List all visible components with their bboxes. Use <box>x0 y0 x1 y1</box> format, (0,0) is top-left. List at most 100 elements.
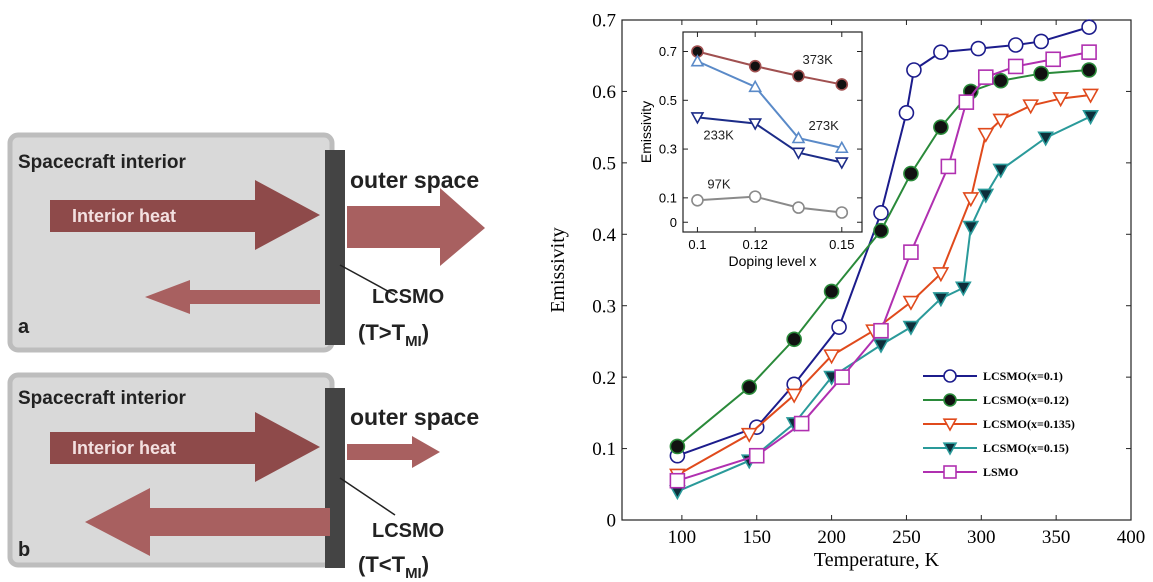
marker <box>962 192 980 208</box>
marker <box>748 79 763 93</box>
marker <box>902 320 920 336</box>
marker <box>873 222 889 239</box>
heat-arrow <box>50 180 320 250</box>
legend-marker <box>943 393 957 407</box>
y-tick-label: 0.4 <box>592 225 616 246</box>
heat-label: Interior heat <box>72 206 176 226</box>
marker <box>992 163 1010 179</box>
marker <box>873 322 889 339</box>
marker <box>970 40 987 57</box>
marker <box>954 281 972 297</box>
marker <box>1007 37 1024 53</box>
y-tick-label: 0 <box>607 511 617 532</box>
marker <box>1052 92 1069 108</box>
y-tick-label: 0.5 <box>659 93 677 108</box>
marker <box>669 472 686 489</box>
condition-suffix: ) <box>422 320 429 345</box>
marker <box>932 292 950 308</box>
x-tick-label: 0.12 <box>743 237 768 252</box>
marker <box>940 158 957 175</box>
x-tick-label: 300 <box>967 527 996 548</box>
interior-label: Spacecraft interior <box>18 388 186 409</box>
y-tick-label: 0.2 <box>592 368 616 389</box>
y-axis-label: Emissivity <box>638 101 654 163</box>
marker <box>933 44 949 60</box>
emission-arrow <box>347 436 440 468</box>
legend-label: LCSMO(x=0.1) <box>983 369 1063 383</box>
condition-prefix: (T<T <box>358 552 406 577</box>
x-tick-label: 350 <box>1042 527 1071 548</box>
marker <box>962 220 980 236</box>
marker <box>690 54 705 67</box>
marker <box>669 438 686 455</box>
series-line <box>697 116 843 164</box>
marker <box>748 59 762 73</box>
marker <box>898 105 915 121</box>
condition-sub: MI <box>405 333 422 350</box>
lcsmo-layer <box>325 150 345 345</box>
marker <box>823 283 840 300</box>
marker <box>786 331 802 348</box>
panel-label: b <box>18 539 30 561</box>
series-label: 233K <box>703 127 734 142</box>
marker <box>903 165 919 182</box>
legend-label: LCSMO(x=0.12) <box>983 393 1069 407</box>
series-line <box>697 60 843 149</box>
marker <box>1045 51 1061 68</box>
legend-marker <box>943 369 957 383</box>
marker <box>1037 131 1055 147</box>
y-tick-label: 0.1 <box>659 190 677 205</box>
marker <box>906 62 922 78</box>
marker <box>977 69 994 85</box>
outside-label: outer space <box>350 404 479 430</box>
x-tick-label: 0.15 <box>829 237 854 252</box>
marker <box>1081 44 1097 60</box>
legend-label: LSMO <box>983 465 1018 479</box>
marker <box>873 205 889 221</box>
condition-suffix: ) <box>422 552 429 577</box>
emission-arrow <box>347 188 485 266</box>
marker <box>977 188 995 204</box>
diagram: Spacecraft interior Interior heat outer … <box>7 132 485 582</box>
legend-label: LCSMO(x=0.135) <box>983 417 1075 431</box>
marker <box>740 427 758 443</box>
interior-label: Spacecraft interior <box>18 152 186 173</box>
marker <box>1081 19 1097 35</box>
y-tick-label: 0.7 <box>659 44 677 59</box>
material-label: LCSMO <box>372 520 444 542</box>
marker <box>793 415 810 432</box>
marker <box>823 349 840 365</box>
marker <box>834 157 849 170</box>
y-tick-label: 0.3 <box>659 142 677 157</box>
outside-label: outer space <box>350 167 479 193</box>
x-tick-label: 400 <box>1117 527 1146 548</box>
series-label: 373K <box>802 52 833 67</box>
marker <box>748 447 765 464</box>
marker <box>933 119 949 135</box>
marker <box>835 206 849 219</box>
x-tick-label: 200 <box>817 527 846 548</box>
pointer <box>339 477 396 516</box>
marker <box>977 127 995 143</box>
marker <box>831 319 847 335</box>
marker <box>791 130 806 144</box>
inset-chart: 0.1 0.12 0.15 0 0.1 0.3 0.5 0.7 Doping level x Em… <box>638 31 863 269</box>
pointer <box>339 264 396 296</box>
condition-sub: MI <box>405 565 422 582</box>
marker <box>691 193 704 207</box>
condition-label: (T<TMI) <box>358 552 429 582</box>
marker <box>958 94 975 110</box>
marker <box>932 267 950 283</box>
condition-label: (T>TMI) <box>358 320 429 350</box>
marker <box>1033 33 1049 50</box>
marker <box>902 295 920 311</box>
x-tick-label: 0.1 <box>688 237 706 252</box>
marker <box>992 113 1010 129</box>
marker <box>1082 88 1099 104</box>
marker <box>741 379 758 395</box>
reflect-arrow <box>85 488 330 556</box>
legend-label: LCSMO(x=0.15) <box>983 441 1069 455</box>
panel-label: a <box>18 316 30 338</box>
series-line <box>697 195 842 214</box>
